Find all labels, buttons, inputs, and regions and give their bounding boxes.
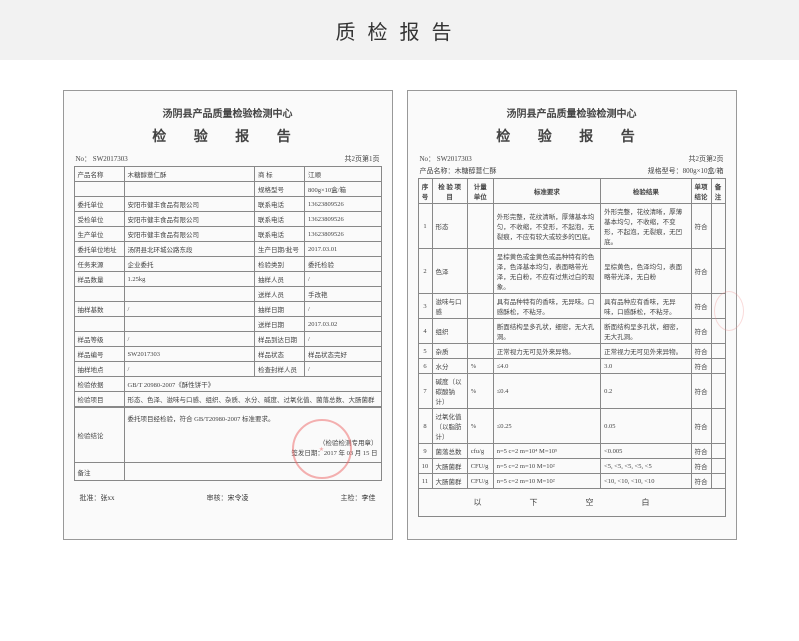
column-header: 检 验 项 目 <box>432 179 467 204</box>
table-row: 检验项目形态、色泽、滋味与口感、组织、杂质、水分、碱度、过氧化值、菌落总数、大肠… <box>74 392 381 407</box>
side-stamp-icon <box>714 291 744 331</box>
table-row: 委托单位安阳市健丰食品有限公司联系电话13623809526 <box>74 197 381 212</box>
spec: 规格型号：800g×10盒/箱 <box>648 166 724 176</box>
report-page-2: 汤阴县产品质量检验检测中心 检 验 报 告 No： SW2017303 共2页第… <box>407 90 737 540</box>
table-row: 8过氧化值（以脂肪计）%≤0.250.05符合 <box>418 409 725 444</box>
remark-label: 备注 <box>74 463 124 481</box>
table-row: 规格型号800g×10盒/箱 <box>74 182 381 197</box>
table-row: 送样日期2017.03.02 <box>74 317 381 332</box>
page-indicator: 共2页第1页 <box>345 154 380 164</box>
table-row: 5杂质正常视力无可见外来异物。正常视力无可见外来异物。符合 <box>418 344 725 359</box>
table-row: 样品数量1.25kg抽样人员/ <box>74 272 381 287</box>
table-row: 样品等级/样品到达日期/ <box>74 332 381 347</box>
table-row: 11大肠菌群CFU/gn=5 c=2 m=10 M=10²<10, <10, <… <box>418 474 725 489</box>
table-row: 1形态外形完整，花纹清晰，厚薄基本均匀，不收缩，不变形，不起泡，无裂痕，不应有较… <box>418 204 725 249</box>
results-table: 序号检 验 项 目计量单位标准要求检验结果单项结论备注 1形态外形完整，花纹清晰… <box>418 178 726 517</box>
column-header: 标准要求 <box>493 179 600 204</box>
table-row: 4组织断面结构呈多孔状，细密，无大孔洞。断面结构呈多孔状，细密，无大孔洞。符合 <box>418 319 725 344</box>
column-header: 单项结论 <box>691 179 711 204</box>
page-indicator: 共2页第2页 <box>689 154 724 164</box>
report-pages: 汤阴县产品质量检验检测中心 检 验 报 告 No： SW2017303 共2页第… <box>0 90 799 580</box>
table-row: 受检单位安阳市健丰食品有限公司联系电话13623809526 <box>74 212 381 227</box>
conclusion-text: 委托项目经检验，符合 GB/T20980-2007 标准要求。 <box>128 413 378 423</box>
table-row: 6水分%≤4.03.0符合 <box>418 359 725 374</box>
table-row: 抽样基数/抽样日期/ <box>74 302 381 317</box>
table-row: 2色泽呈棕黄色或金黄色或品种特有的色泽，色泽基本均匀，表面略带光泽，无白粉，不应… <box>418 249 725 294</box>
table-row: 送样人员手改艳 <box>74 287 381 302</box>
report-no: No： SW2017303 <box>420 154 472 164</box>
table-row: 3滋味与口感具有品种特有的香味，无异味。口感酥松，不粘牙。具有品种应有香味，无异… <box>418 294 725 319</box>
product-name: 产品名称：木糖醇薏仁酥 <box>420 166 497 176</box>
table-row: 任务来源企业委托检验类别委托检验 <box>74 257 381 272</box>
conclusion-label: 检验结论 <box>74 408 124 463</box>
table-row: 产品名称木糖醇薏仁酥商 标江顺 <box>74 167 381 182</box>
report-no: No： SW2017303 <box>76 154 128 164</box>
table-row: 9菌落总数cfu/gn=5 c=2 m=10⁴ M=10⁵<0.005符合 <box>418 444 725 459</box>
page-header: 质检报告 <box>0 0 799 60</box>
blank-row: 以 下 空 白 <box>418 489 725 517</box>
table-row: 10大肠菌群CFU/gn=5 c=2 m=10 M=10²<5, <5, <5,… <box>418 459 725 474</box>
table-row: 生产单位安阳市健丰食品有限公司联系电话13623809526 <box>74 227 381 242</box>
table-row: 委托单位地址汤阴县北环城公路东段生产日期/批号2017.03.01 <box>74 242 381 257</box>
table-row: 抽样地点/检查封样人员/ <box>74 362 381 377</box>
org-name: 汤阴县产品质量检验检测中心 <box>74 105 382 120</box>
report-title: 检 验 报 告 <box>418 126 726 146</box>
signature-line: 批准：张xx 审核：宋令凌 主检：李佳 <box>74 493 382 503</box>
column-header: 检验结果 <box>601 179 691 204</box>
column-header: 序号 <box>418 179 432 204</box>
table-row: 检验依据GB/T 20980-2007《酥性饼干》 <box>74 377 381 392</box>
table-row: 7碱度（以碳酸钠计）%≤0.40.2符合 <box>418 374 725 409</box>
report-page-1: 汤阴县产品质量检验检测中心 检 验 报 告 No： SW2017303 共2页第… <box>63 90 393 540</box>
table-row: 样品编号SW2017303样品状态样品状态完好 <box>74 347 381 362</box>
red-stamp-icon: ★ <box>292 419 352 479</box>
org-name: 汤阴县产品质量检验检测中心 <box>418 105 726 120</box>
report-title: 检 验 报 告 <box>74 126 382 146</box>
page-title: 质检报告 <box>336 16 464 45</box>
column-header: 计量单位 <box>467 179 493 204</box>
info-table: 产品名称木糖醇薏仁酥商 标江顺规格型号800g×10盒/箱委托单位安阳市健丰食品… <box>74 166 382 407</box>
column-header: 备注 <box>711 179 725 204</box>
